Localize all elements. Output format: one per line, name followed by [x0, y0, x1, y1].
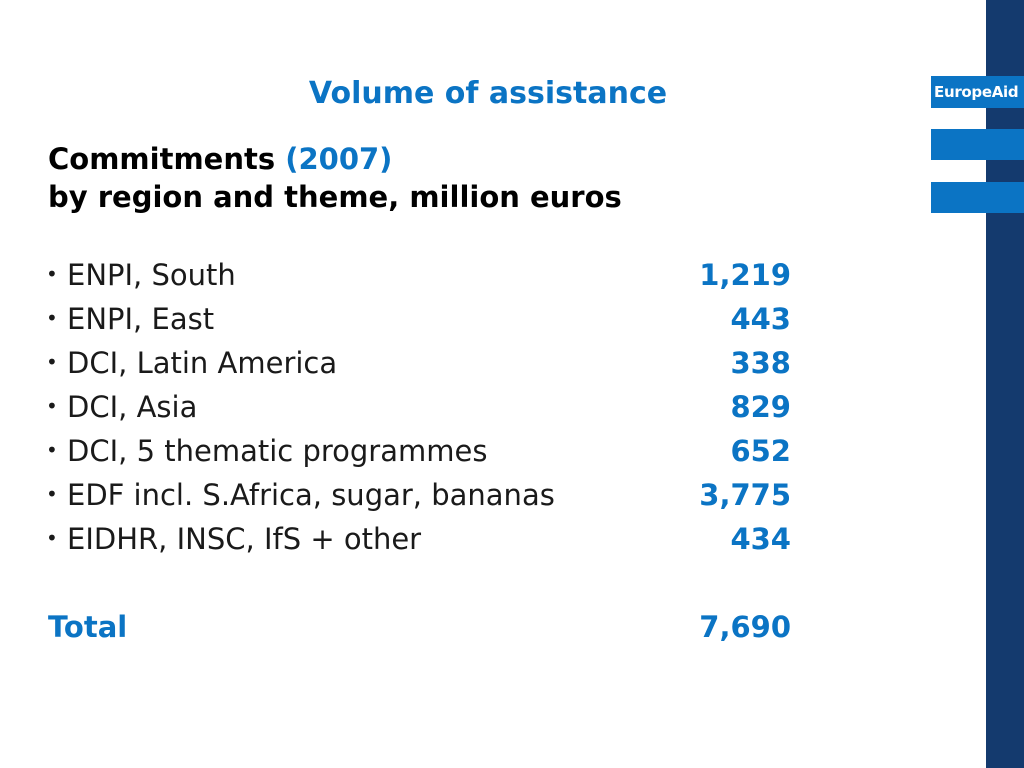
commitments-list: • ENPI, South 1,219 • ENPI, East 443 • D…	[46, 258, 791, 566]
list-item: • EDF incl. S.Africa, sugar, bananas 3,7…	[46, 478, 791, 522]
item-value: 443	[730, 302, 791, 336]
brand-bar	[931, 129, 1024, 160]
item-value: 338	[730, 346, 791, 380]
bullet-icon: •	[46, 394, 58, 418]
bullet-icon: •	[46, 526, 58, 550]
total-label: Total	[48, 610, 128, 644]
subtitle-line-1: Commitments (2007)	[48, 140, 622, 178]
list-item: • ENPI, South 1,219	[46, 258, 791, 302]
item-label: EIDHR, INSC, IfS + other	[67, 522, 422, 556]
list-item: • DCI, Latin America 338	[46, 346, 791, 390]
item-label: EDF incl. S.Africa, sugar, bananas	[67, 478, 555, 512]
bullet-icon: •	[46, 350, 58, 374]
total-value: 7,690	[699, 610, 791, 644]
item-value: 1,219	[699, 258, 791, 292]
item-label: DCI, 5 thematic programmes	[67, 434, 488, 468]
subtitle-year: (2007)	[285, 142, 393, 176]
item-value: 829	[730, 390, 791, 424]
item-value: 3,775	[699, 478, 791, 512]
item-label: ENPI, East	[67, 302, 215, 336]
item-label: ENPI, South	[67, 258, 236, 292]
brand-strip	[986, 0, 1024, 768]
item-value: 652	[730, 434, 791, 468]
bullet-icon: •	[46, 306, 58, 330]
list-item: • EIDHR, INSC, IfS + other 434	[46, 522, 791, 566]
total-row: Total 7,690	[48, 610, 791, 654]
list-item: • ENPI, East 443	[46, 302, 791, 346]
item-label: DCI, Asia	[67, 390, 198, 424]
item-value: 434	[730, 522, 791, 556]
slide-title: Volume of assistance	[308, 76, 668, 111]
brand-bar	[931, 182, 1024, 213]
logo-text: EuropeAid	[934, 83, 1019, 101]
item-label: DCI, Latin America	[67, 346, 338, 380]
list-item: • DCI, Asia 829	[46, 390, 791, 434]
bullet-icon: •	[46, 482, 58, 506]
list-item: • DCI, 5 thematic programmes 652	[46, 434, 791, 478]
europeaid-logo: EuropeAid	[931, 76, 1024, 108]
slide-subtitle: Commitments (2007) by region and theme, …	[48, 140, 622, 216]
bullet-icon: •	[46, 438, 58, 462]
subtitle-prefix: Commitments	[48, 142, 276, 176]
bullet-icon: •	[46, 262, 58, 286]
subtitle-line-2: by region and theme, million euros	[48, 180, 622, 214]
